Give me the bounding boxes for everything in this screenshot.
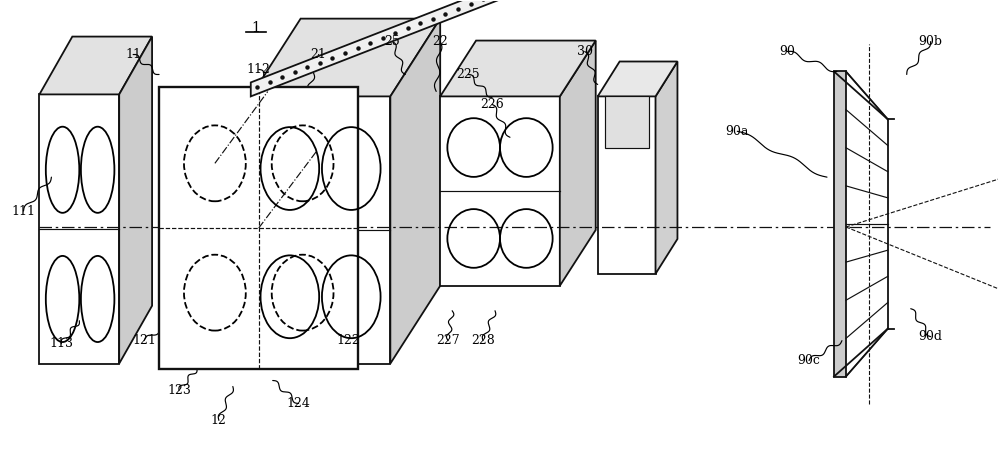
Polygon shape	[656, 62, 677, 274]
Text: 90c: 90c	[798, 354, 820, 367]
Text: 21: 21	[311, 48, 327, 61]
Text: 121: 121	[132, 334, 156, 347]
Polygon shape	[560, 40, 596, 286]
Polygon shape	[598, 62, 677, 97]
Text: 12: 12	[211, 414, 227, 427]
Text: 30: 30	[577, 45, 593, 58]
Text: 90d: 90d	[919, 330, 943, 343]
Text: 226: 226	[480, 98, 504, 111]
Text: 124: 124	[287, 397, 311, 410]
Text: 123: 123	[167, 384, 191, 397]
Text: 1: 1	[251, 21, 260, 35]
Text: 90b: 90b	[919, 35, 943, 48]
Polygon shape	[251, 19, 440, 97]
Polygon shape	[39, 94, 119, 364]
Polygon shape	[390, 19, 440, 364]
Polygon shape	[598, 97, 656, 274]
Polygon shape	[605, 97, 649, 148]
Polygon shape	[251, 97, 390, 364]
Polygon shape	[119, 36, 152, 364]
Text: 112: 112	[247, 63, 271, 76]
Text: 122: 122	[337, 334, 360, 347]
Text: 22: 22	[432, 35, 448, 48]
Text: 25: 25	[384, 35, 400, 48]
Polygon shape	[440, 97, 560, 286]
Text: 113: 113	[49, 337, 73, 350]
Text: 11: 11	[125, 48, 141, 61]
Polygon shape	[440, 40, 596, 97]
Text: 90a: 90a	[726, 125, 749, 138]
Polygon shape	[39, 36, 152, 94]
Text: 90: 90	[779, 45, 795, 58]
Text: 227: 227	[436, 334, 460, 347]
Polygon shape	[834, 71, 846, 377]
Polygon shape	[251, 0, 502, 97]
Polygon shape	[159, 88, 358, 369]
Text: 111: 111	[11, 205, 35, 218]
Text: 225: 225	[456, 68, 480, 81]
Text: 228: 228	[471, 334, 495, 347]
